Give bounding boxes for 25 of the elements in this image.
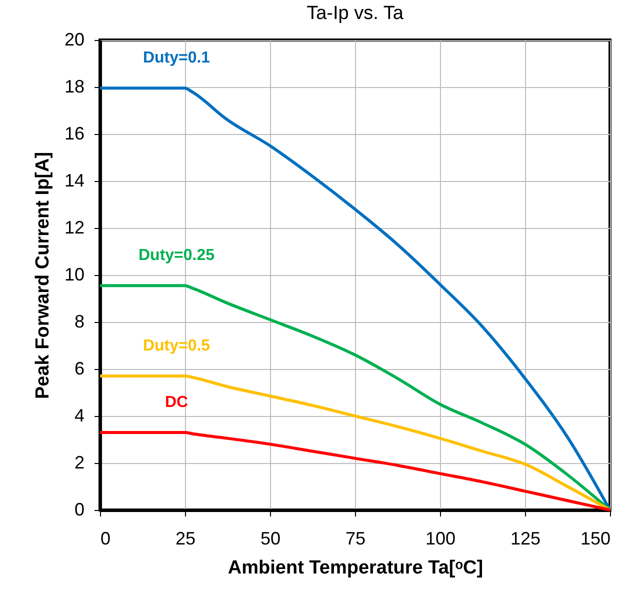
y-tick-label: 2 [74, 452, 84, 472]
y-tick-label: 4 [74, 406, 84, 426]
y-tick-label: 6 [74, 358, 84, 378]
y-tick-label: 14 [64, 170, 84, 190]
y-tick-label: 10 [64, 264, 84, 284]
y-tick-label: 8 [74, 312, 84, 332]
series-label: Duty=0.1 [142, 50, 210, 67]
y-axis-title: Peak Forward Current Ip[A] [32, 152, 54, 400]
x-tick-label: 150 [580, 528, 610, 548]
x-tick-label: 100 [425, 528, 456, 548]
y-tick-label: 20 [64, 30, 84, 50]
y-tick-label: 16 [64, 124, 84, 144]
x-tick-label: 125 [510, 528, 541, 548]
y-tick-label: 12 [64, 218, 84, 238]
chart-title: Ta-Ip vs. Ta [306, 3, 404, 24]
series-label: Duty=0.25 [138, 247, 215, 264]
y-tick-label: 0 [74, 500, 84, 520]
x-tick-label: 0 [100, 528, 111, 548]
x-tick-label: 75 [345, 528, 366, 548]
x-tick-label: 50 [260, 528, 281, 548]
series-label: DC [164, 394, 188, 411]
y-tick-label: 18 [64, 76, 84, 96]
x-tick-label: 25 [175, 528, 196, 548]
series-label: Duty=0.5 [142, 338, 210, 354]
x-axis-title: Ambient Temperature Ta[ᵒC] [228, 558, 484, 578]
